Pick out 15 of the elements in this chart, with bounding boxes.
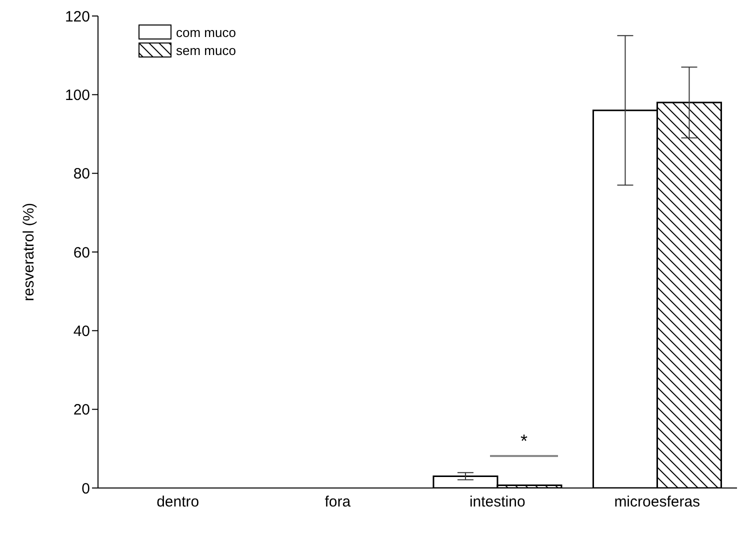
x-tick-label: intestino [469, 494, 526, 511]
y-tick-label: 80 [73, 166, 90, 183]
legend-label: com muco [176, 24, 236, 40]
annotation: * [519, 431, 528, 451]
y-tick-label: 20 [73, 402, 90, 419]
y-tick-label: 0 [82, 480, 90, 498]
y-tick-label: 100 [64, 86, 90, 104]
y-axis-title: resveratrol (%) [20, 202, 38, 302]
y-tick-label: 40 [73, 322, 90, 340]
x-tick-label: microesferas [614, 494, 700, 511]
legend-label: sem muco [176, 42, 236, 58]
x-tick-label: fora [324, 494, 352, 511]
y-tick-label: 120 [64, 8, 90, 26]
y-tick-label: 60 [73, 244, 90, 262]
x-tick-label: dentro [156, 494, 200, 511]
